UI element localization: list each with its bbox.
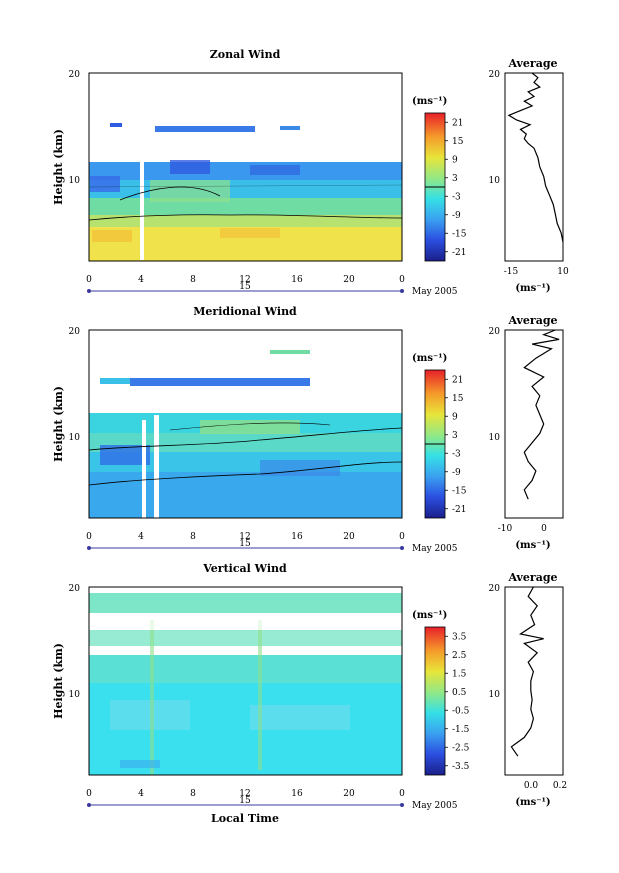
meridional-panel: Meridional Wind 20 10 Height (km) 0 4 xyxy=(52,305,564,554)
x-tick-label: 16 xyxy=(291,275,303,285)
x-tick-label: 8 xyxy=(190,275,196,285)
avg-x-tick: -10 xyxy=(498,524,513,534)
colorbar-tick-label: -0.5 xyxy=(452,706,470,716)
colorbar-tick-label: -9 xyxy=(452,211,461,221)
y-tick-label: 20 xyxy=(69,327,81,337)
x-tick-label: 12 xyxy=(239,532,250,542)
svg-text:10: 10 xyxy=(489,690,501,700)
chart-title: Meridional Wind xyxy=(193,305,297,318)
average-profile-line xyxy=(507,72,564,243)
x-tick-labels: 0 4 8 12 16 20 0 xyxy=(86,532,405,542)
colorbar-tick-label: -9 xyxy=(452,468,461,478)
colorbar-tick-label: 2.5 xyxy=(452,651,467,661)
avg-x-tick: -15 xyxy=(504,267,519,277)
colorbar-tick-label: 21 xyxy=(452,118,463,128)
svg-text:10: 10 xyxy=(489,176,501,186)
x-tick-labels: 0 4 8 12 16 20 0 xyxy=(86,789,405,799)
x-tick-label: 4 xyxy=(138,789,144,799)
x-tick-label: 4 xyxy=(138,275,144,285)
colorbar-tick-label: -3 xyxy=(452,192,461,202)
day-label: 15 xyxy=(239,796,251,806)
colorbar-tick-label: 1.5 xyxy=(452,669,467,679)
average-title: Average xyxy=(507,571,557,584)
colorbar-tick-label: 15 xyxy=(452,394,464,404)
month-label: May 2005 xyxy=(412,287,458,297)
colorbar-tick-label: -21 xyxy=(452,248,467,258)
x-tick-label: 20 xyxy=(343,275,355,285)
avg-x-tick: 0.0 xyxy=(524,781,539,791)
x-axis-label: Local Time xyxy=(211,812,279,825)
colorbar-tick-label: 0.5 xyxy=(452,688,467,698)
x-tick-label: 16 xyxy=(291,532,303,542)
zonal-heatmap xyxy=(88,123,403,261)
month-label: May 2005 xyxy=(412,801,458,811)
colorbar-tick-label: -3.5 xyxy=(452,762,470,772)
average-title: Average xyxy=(507,57,557,70)
svg-text:20: 20 xyxy=(489,584,501,594)
y-tick-label: 10 xyxy=(69,176,81,186)
x-tick-label: 0 xyxy=(86,532,92,542)
colorbar-tick-label: -15 xyxy=(452,486,467,496)
day-label: 15 xyxy=(239,282,251,292)
avg-unit: (ms⁻¹) xyxy=(515,283,550,294)
x-tick-labels: 0 4 8 12 16 20 0 xyxy=(86,275,405,285)
x-tick-label: 4 xyxy=(138,532,144,542)
vertical-heatmap xyxy=(89,593,402,775)
x-tick-label: 0 xyxy=(399,275,405,285)
colorbar-tick-label: 3 xyxy=(452,431,458,441)
x-tick-label: 16 xyxy=(291,789,303,799)
svg-text:20: 20 xyxy=(489,327,501,337)
vertical-panel: Vertical Wind 20 10 Height (km) 0 4 8 12… xyxy=(52,562,567,825)
colorbar-unit: (ms⁻¹) xyxy=(412,353,447,364)
avg-unit: (ms⁻¹) xyxy=(515,540,550,551)
average-title: Average xyxy=(507,314,557,327)
x-tick-label: 20 xyxy=(343,789,355,799)
y-axis-label: Height (km) xyxy=(52,643,65,719)
chart-title: Vertical Wind xyxy=(202,562,287,575)
x-tick-label: 12 xyxy=(239,789,250,799)
colorbar-tick-label: 3.5 xyxy=(452,632,467,642)
y-tick-label: 10 xyxy=(69,690,81,700)
svg-text:10: 10 xyxy=(489,433,501,443)
avg-x-tick: 10 xyxy=(557,267,569,277)
y-tick-label: 20 xyxy=(69,70,81,80)
chart-title: Zonal Wind xyxy=(210,48,281,61)
zonal-panel: Zonal Wind 20 10 Height (km) xyxy=(52,48,569,297)
colorbar-tick-label: 3 xyxy=(452,174,458,184)
x-tick-label: 0 xyxy=(86,275,92,285)
month-label: May 2005 xyxy=(412,544,458,554)
colorbar-unit: (ms⁻¹) xyxy=(412,610,447,621)
colorbar-tick-label: 9 xyxy=(452,155,458,165)
colorbar-unit: (ms⁻¹) xyxy=(412,96,447,107)
avg-unit: (ms⁻¹) xyxy=(515,797,550,808)
svg-text:20: 20 xyxy=(489,70,501,80)
meridional-heatmap xyxy=(88,350,403,518)
y-tick-label: 10 xyxy=(69,433,81,443)
colorbar xyxy=(424,626,446,776)
y-axis-label: Height (km) xyxy=(52,386,65,462)
colorbar-tick-label: 9 xyxy=(452,412,458,422)
avg-x-tick: 0.2 xyxy=(553,781,567,791)
y-tick-label: 20 xyxy=(69,584,81,594)
colorbar-tick-label: -2.5 xyxy=(452,743,470,753)
average-profile-line xyxy=(523,329,560,500)
avg-x-tick: 0 xyxy=(541,524,547,534)
x-tick-label: 0 xyxy=(399,789,405,799)
colorbar-tick-label: 21 xyxy=(452,375,463,385)
x-tick-label: 12 xyxy=(239,275,250,285)
x-tick-label: 20 xyxy=(343,532,355,542)
x-tick-label: 8 xyxy=(190,532,196,542)
colorbar-tick-label: -15 xyxy=(452,229,467,239)
average-profile-line xyxy=(510,586,544,757)
colorbar-tick-label: -21 xyxy=(452,505,467,515)
x-tick-label: 0 xyxy=(86,789,92,799)
colorbar-tick-label: -1.5 xyxy=(452,725,470,735)
x-tick-label: 0 xyxy=(399,532,405,542)
y-axis-label: Height (km) xyxy=(52,129,65,205)
colorbar-tick-label: 15 xyxy=(452,137,464,147)
x-tick-label: 8 xyxy=(190,789,196,799)
day-label: 15 xyxy=(239,539,251,549)
colorbar-tick-label: -3 xyxy=(452,449,461,459)
